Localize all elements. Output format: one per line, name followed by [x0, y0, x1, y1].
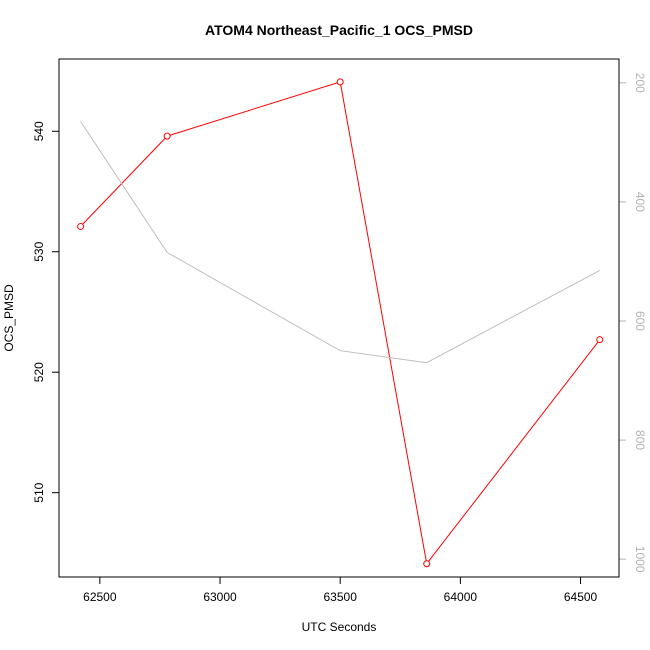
x-tick-label: 62500 — [83, 590, 117, 604]
y2-tick-label: 600 — [633, 311, 647, 331]
series-layer — [77, 78, 604, 568]
data-point — [77, 222, 85, 230]
x-axis-label: UTC Seconds — [302, 620, 377, 634]
y-tick-label: 540 — [32, 121, 46, 141]
x-tick-label: 63500 — [324, 590, 358, 604]
x-tick-label: 63000 — [203, 590, 237, 604]
chart-title: ATOM4 Northeast_Pacific_1 OCS_PMSD — [205, 22, 473, 38]
data-point — [336, 78, 344, 86]
series-line-2 — [80, 121, 601, 364]
data-point — [596, 336, 604, 344]
data-point — [163, 132, 171, 140]
data-point — [423, 560, 431, 568]
y-axis-label: OCS_PMSD — [2, 284, 16, 352]
y-tick-label: 530 — [32, 241, 46, 261]
plot-frame — [58, 58, 620, 578]
y-tick-label: 520 — [32, 362, 46, 382]
y2-tick-label: 1000 — [633, 546, 647, 573]
y2-tick-label: 800 — [633, 430, 647, 450]
y2-tick-label: 400 — [633, 192, 647, 212]
y-tick-label: 510 — [32, 482, 46, 502]
y2-tick-label: 200 — [633, 73, 647, 93]
x-tick-label: 64000 — [444, 590, 478, 604]
x-tick-label: 64500 — [564, 590, 598, 604]
